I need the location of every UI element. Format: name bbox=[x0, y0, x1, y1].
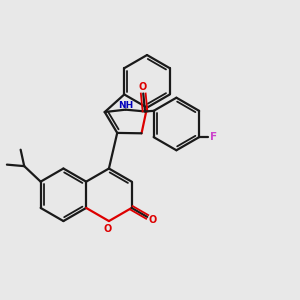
Text: O: O bbox=[149, 215, 157, 225]
Text: NH: NH bbox=[118, 101, 134, 110]
Text: F: F bbox=[210, 131, 217, 142]
Text: O: O bbox=[139, 82, 147, 92]
Text: O: O bbox=[103, 224, 112, 234]
